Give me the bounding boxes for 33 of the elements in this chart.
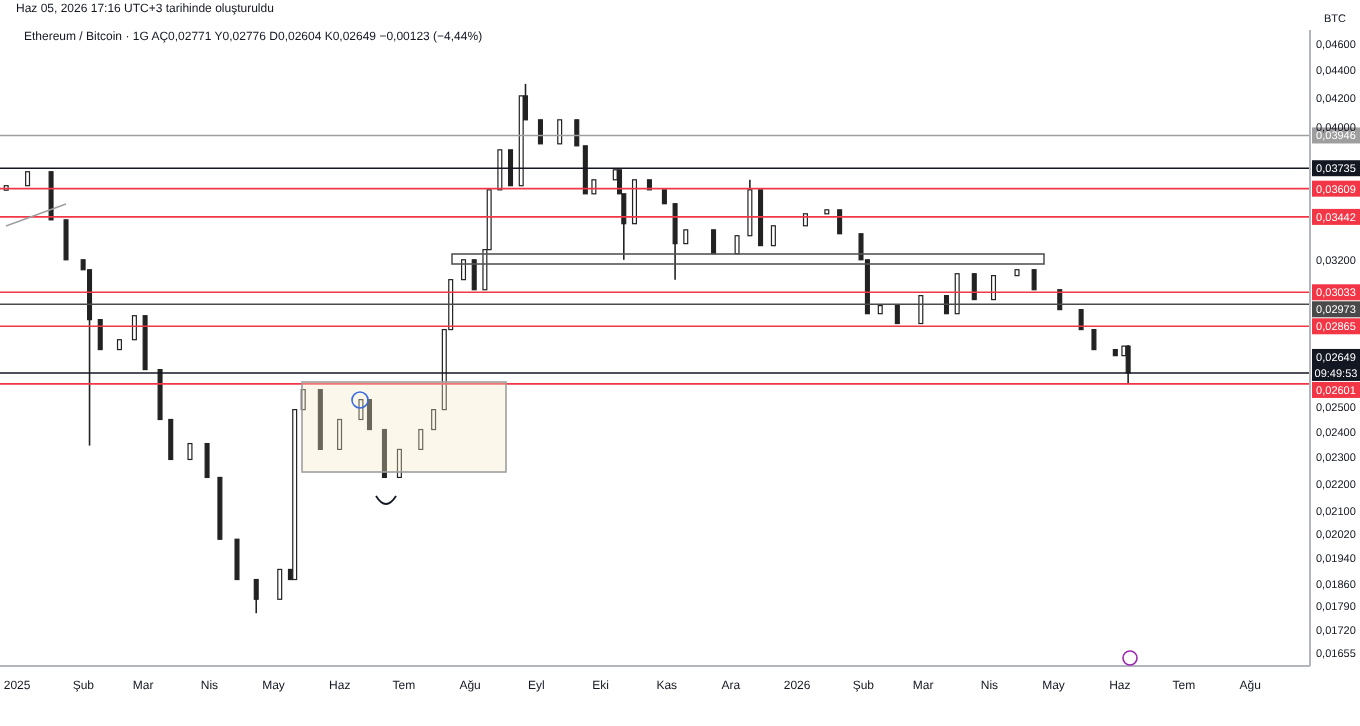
candlestick <box>837 209 843 235</box>
candlestick <box>418 428 424 451</box>
candlestick <box>253 578 259 615</box>
candlestick <box>582 145 588 195</box>
candlestick <box>918 295 924 325</box>
candlestick <box>747 179 753 237</box>
candlestick <box>337 418 343 451</box>
candlestick <box>1031 269 1037 291</box>
candlestick <box>537 119 543 145</box>
candlestick <box>381 428 387 479</box>
candlestick <box>954 273 960 315</box>
candlestick <box>204 442 210 479</box>
candlestick <box>672 202 678 281</box>
candlestick <box>770 225 776 247</box>
candlestick <box>97 319 103 351</box>
candlestick <box>366 399 373 431</box>
candlestick <box>168 418 174 461</box>
candlestick <box>461 258 467 281</box>
candlestick <box>63 219 69 261</box>
candlestick <box>300 389 306 411</box>
candlestick <box>574 119 580 147</box>
candlestick <box>471 258 477 291</box>
candlestick <box>497 149 503 191</box>
candlestick <box>431 409 437 431</box>
candlestick <box>990 275 997 301</box>
candlestick <box>396 448 402 479</box>
candlestick <box>1091 328 1097 351</box>
candlestick <box>971 273 977 301</box>
candlestick <box>277 568 283 601</box>
candlestick <box>508 149 514 187</box>
candlestick <box>557 119 563 145</box>
candlestick <box>234 538 240 581</box>
candlestick <box>131 315 137 341</box>
